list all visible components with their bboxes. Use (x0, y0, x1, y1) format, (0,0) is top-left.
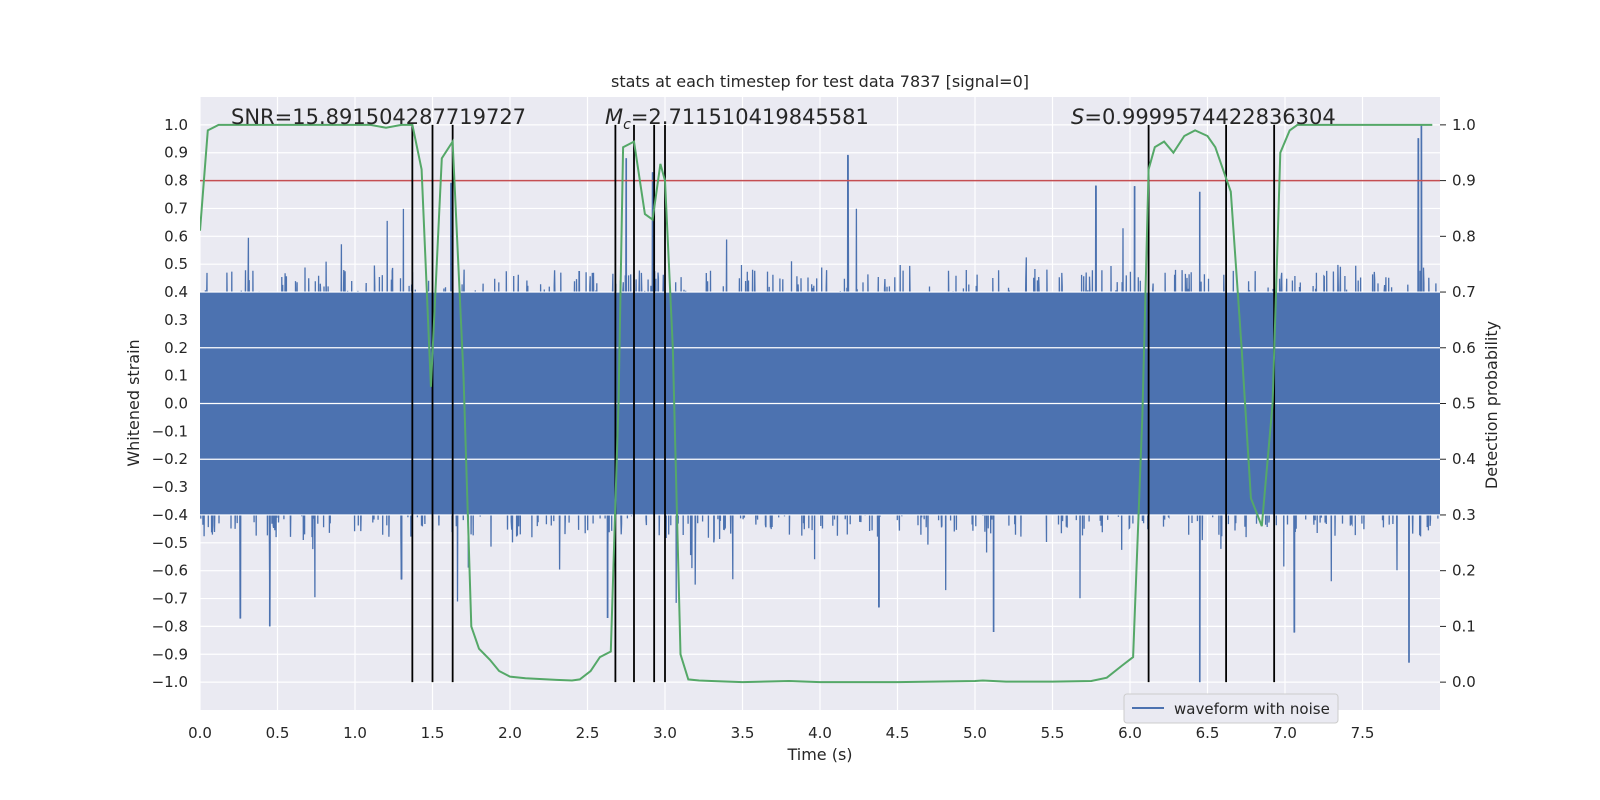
y2-tick-label: 0.7 (1452, 283, 1476, 301)
x-axis-label: Time (s) (786, 745, 852, 764)
y-tick-label: 1.0 (164, 116, 188, 134)
x-tick-label: 6.5 (1196, 724, 1220, 742)
y2-tick-label: 0.3 (1452, 506, 1476, 524)
x-tick-label: 7.0 (1273, 724, 1297, 742)
y2-tick-label: 0.1 (1452, 617, 1476, 635)
y-tick-label: −0.5 (152, 534, 188, 552)
score-value: =0.9999574422836304 (1084, 105, 1335, 129)
y-tick-label: 0.5 (164, 255, 188, 273)
y-tick-label: 0.6 (164, 227, 188, 245)
y-tick-label: −0.7 (152, 590, 188, 608)
x-tick-label: 1.0 (343, 724, 367, 742)
x-tick-label: 0.0 (188, 724, 212, 742)
y-tick-label: 0.2 (164, 339, 188, 357)
x-tick-label: 4.5 (886, 724, 910, 742)
y-tick-label: −0.8 (152, 617, 188, 635)
y-tick-label: 0.9 (164, 144, 188, 162)
x-tick-label: 3.0 (653, 724, 677, 742)
y2-tick-label: 0.0 (1452, 673, 1476, 691)
score-symbol: S (1071, 105, 1084, 129)
chart-title: stats at each timestep for test data 783… (611, 72, 1029, 91)
y-tick-label: 0.1 (164, 367, 188, 385)
y2-tick-label: 0.9 (1452, 172, 1476, 190)
y-tick-label: −0.4 (152, 506, 188, 524)
y-tick-label: −0.3 (152, 478, 188, 496)
x-tick-label: 1.5 (421, 724, 445, 742)
chirp-mass-annotation: Mc=2.711510419845581 (605, 105, 869, 133)
x-tick-label: 5.5 (1041, 724, 1065, 742)
y-tick-labels: −1.0 −0.9 −0.8 −0.7 −0.6 −0.5 −0.4 −0.3 −0.2 −0.1… (152, 116, 188, 691)
y-tick-label: 0.8 (164, 172, 188, 190)
legend: waveform with noise (1123, 693, 1339, 724)
chirp-mass-symbol: M (605, 105, 623, 129)
snr-annotation: SNR=15.891504287719727 (231, 105, 526, 129)
y2-tick-label: 1.0 (1452, 116, 1476, 134)
y2-tick-label: 0.5 (1452, 395, 1476, 413)
y2-tick-labels: 0.0 0.1 0.2 0.3 0.4 0.5 0.6 0.7 0.8 0.9 1.0 (1440, 116, 1476, 691)
y2-tick-label: 0.6 (1452, 339, 1476, 357)
y-tick-label: −0.6 (152, 562, 188, 580)
y2-tick-label: 0.4 (1452, 450, 1476, 468)
y-tick-label: 0.4 (164, 283, 188, 301)
score-annotation: S=0.9999574422836304 (1071, 105, 1336, 129)
probability-line (200, 123, 1433, 684)
probability-series (200, 123, 1433, 684)
x-tick-label: 6.0 (1118, 724, 1142, 742)
chirp-mass-value: =2.711510419845581 (631, 105, 869, 129)
y-tick-label: −0.1 (152, 422, 188, 440)
y2-axis-label: Detection probability (1482, 321, 1501, 489)
x-tick-label: 2.5 (576, 724, 600, 742)
legend-box (1123, 693, 1339, 724)
waveform-series (200, 124, 1440, 683)
x-tick-labels: 0.0 0.5 1.0 1.5 2.0 2.5 3.0 3.5 4.0 4.5 5.0 5.5 6.0 6… (188, 724, 1374, 742)
x-tick-label: 7.5 (1351, 724, 1375, 742)
y2-tick-label: 0.2 (1452, 562, 1476, 580)
chirp-mass-subscript: c (623, 117, 631, 133)
vertical-markers (411, 124, 1276, 683)
x-tick-label: 5.0 (963, 724, 987, 742)
legend-label: waveform with noise (1174, 700, 1330, 718)
y-tick-label: 0.0 (164, 395, 188, 413)
x-tick-label: 4.0 (808, 724, 832, 742)
y-tick-label: −0.9 (152, 645, 188, 663)
x-tick-label: 3.5 (731, 724, 755, 742)
y-tick-label: −0.2 (152, 450, 188, 468)
x-tick-label: 2.0 (498, 724, 522, 742)
y-tick-label: 0.3 (164, 311, 188, 329)
x-tick-label: 0.5 (266, 724, 290, 742)
y-tick-label: 0.7 (164, 199, 188, 217)
y-axis-label: Whitened strain (124, 339, 143, 466)
y2-tick-label: 0.8 (1452, 227, 1476, 245)
y-tick-label: −1.0 (152, 673, 188, 691)
